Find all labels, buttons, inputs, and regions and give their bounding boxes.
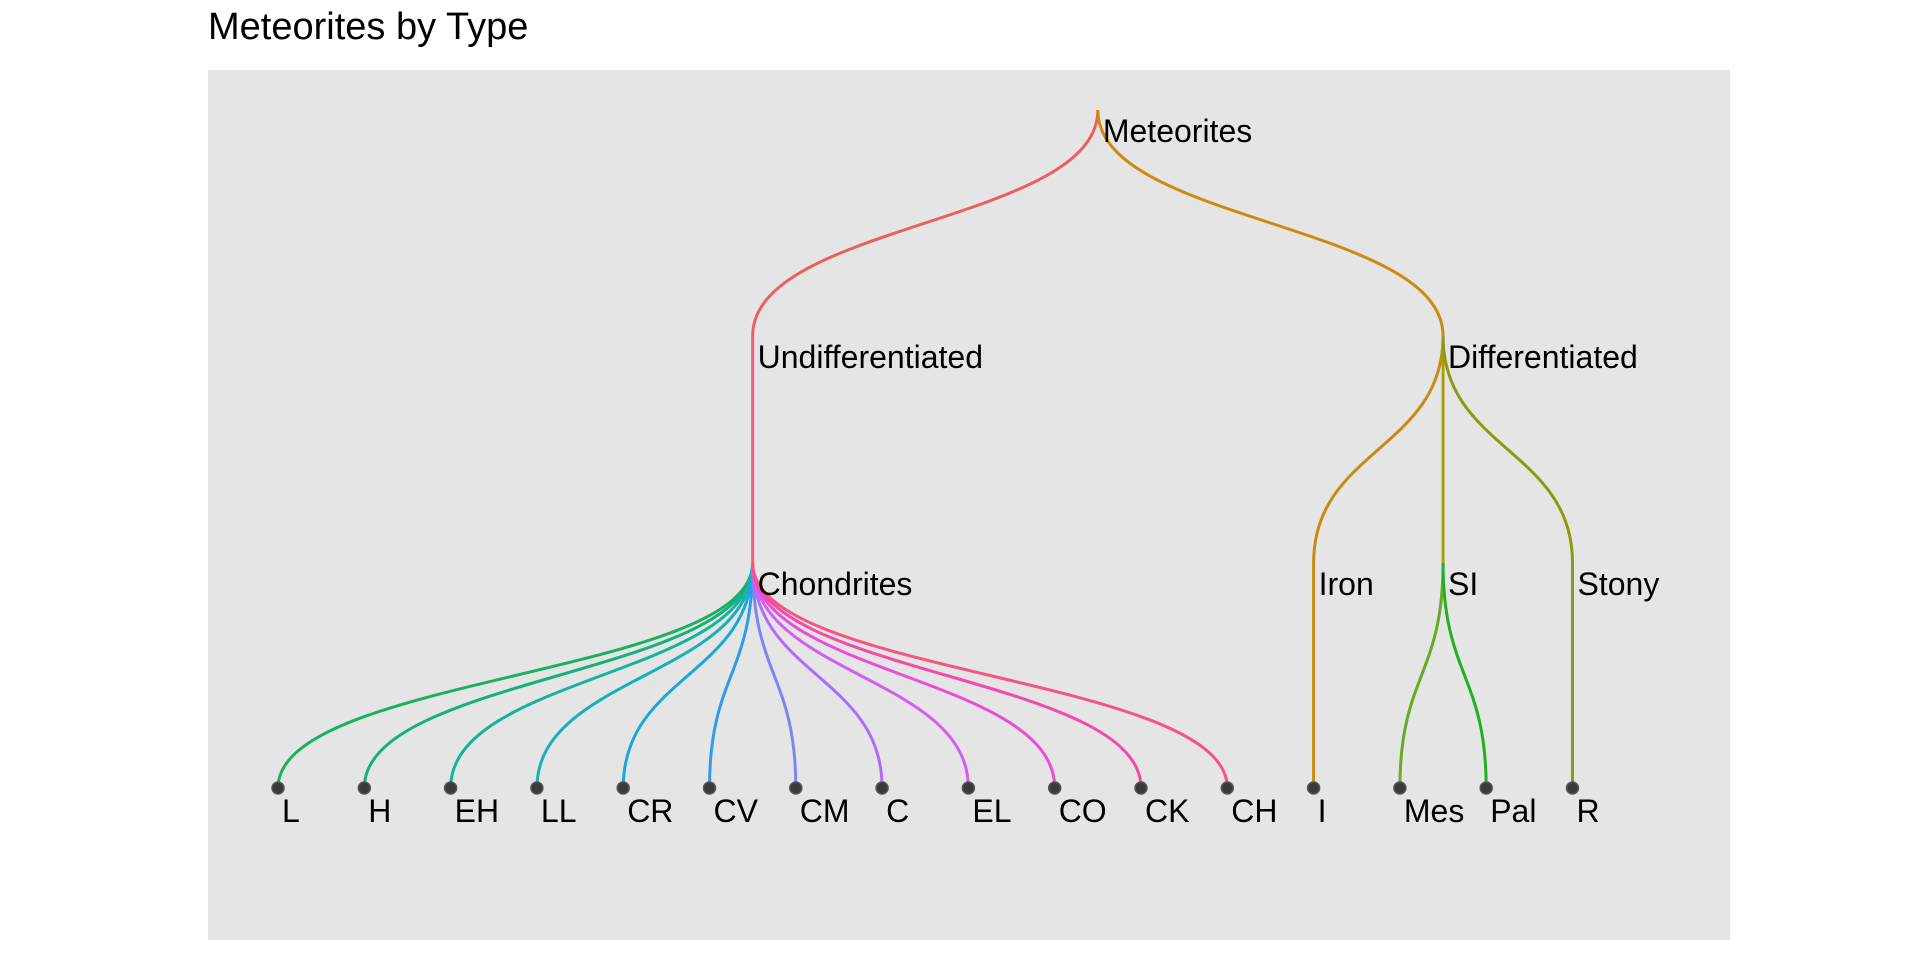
link-chondrites-to-ch [751, 562, 1229, 789]
link-chondrites-to-el [751, 562, 970, 789]
leaf-point-el [961, 781, 976, 795]
leaf-label-i: I [1318, 793, 1327, 829]
leaf-label-ch: CH [1231, 793, 1277, 829]
node-label-chondrites: Chondrites [758, 566, 913, 602]
node-labels: Meteorites Undifferentiated Chondrites L H EH… [282, 113, 1659, 829]
leaf-point-i [1306, 781, 1321, 795]
link-chondrites-to-ll [535, 562, 755, 789]
link-chondrites-to-h [362, 562, 755, 789]
link-chondrites-to-cr [621, 562, 755, 789]
link-si-to-mes [1398, 562, 1445, 789]
link-chondrites-to-co [751, 562, 1057, 789]
leaf-label-mes: Mes [1404, 793, 1464, 829]
leaf-point-l [271, 781, 285, 795]
link-chondrites-to-ck [751, 562, 1143, 789]
leaf-point-ch [1220, 781, 1235, 795]
leaf-label-eh: EH [455, 793, 499, 829]
leaf-point-c [875, 781, 889, 795]
link-chondrites-to-cm [751, 562, 798, 789]
link-chondrites-to-l [276, 562, 755, 789]
leaf-point-cr [616, 781, 630, 795]
leaf-label-co: CO [1059, 793, 1107, 829]
link-differentiated-to-iron [1312, 335, 1445, 564]
leaf-label-ck: CK [1145, 793, 1189, 829]
leaf-point-co [1047, 781, 1062, 795]
link-meteorites-to-undifferentiated [751, 109, 1100, 337]
link-si-to-pal [1441, 562, 1488, 789]
node-label-iron: Iron [1319, 566, 1374, 602]
chart-title: Meteorites by Type [208, 6, 529, 48]
link-chondrites-to-cv [708, 562, 755, 789]
node-label-si: SI [1448, 566, 1478, 602]
leaf-label-cr: CR [627, 793, 673, 829]
link-chondrites-to-c [751, 562, 884, 789]
leaf-point-r [1565, 781, 1580, 795]
tree-links [276, 109, 1575, 789]
leaf-label-cm: CM [800, 793, 850, 829]
leaf-label-r: R [1577, 793, 1600, 829]
leaf-label-c: C [886, 793, 909, 829]
leaf-point-cv [702, 781, 717, 795]
leaf-label-pal: Pal [1490, 793, 1536, 829]
leaf-point-pal [1479, 781, 1493, 795]
leaf-label-el: EL [972, 793, 1011, 829]
node-label-differentiated: Differentiated [1448, 339, 1638, 375]
leaf-point-ck [1134, 781, 1148, 795]
leaf-point-eh [443, 781, 458, 795]
link-chondrites-to-eh [449, 562, 755, 789]
leaf-label-h: H [368, 793, 391, 829]
node-label-undifferentiated: Undifferentiated [758, 339, 983, 375]
node-label-meteorites: Meteorites [1103, 113, 1252, 149]
panel-background [208, 70, 1730, 940]
link-differentiated-to-stony [1441, 335, 1574, 564]
leaf-point-h [357, 781, 372, 795]
leaf-point-mes [1393, 781, 1407, 795]
link-meteorites-to-differentiated [1096, 109, 1445, 337]
leaf-label-ll: LL [541, 793, 577, 829]
leaf-point-cm [789, 781, 803, 795]
leaf-label-cv: CV [714, 793, 759, 829]
leaf-points [271, 781, 1580, 795]
leaf-label-l: L [282, 793, 300, 829]
leaf-point-ll [530, 781, 544, 795]
node-label-stony: Stony [1578, 566, 1660, 602]
